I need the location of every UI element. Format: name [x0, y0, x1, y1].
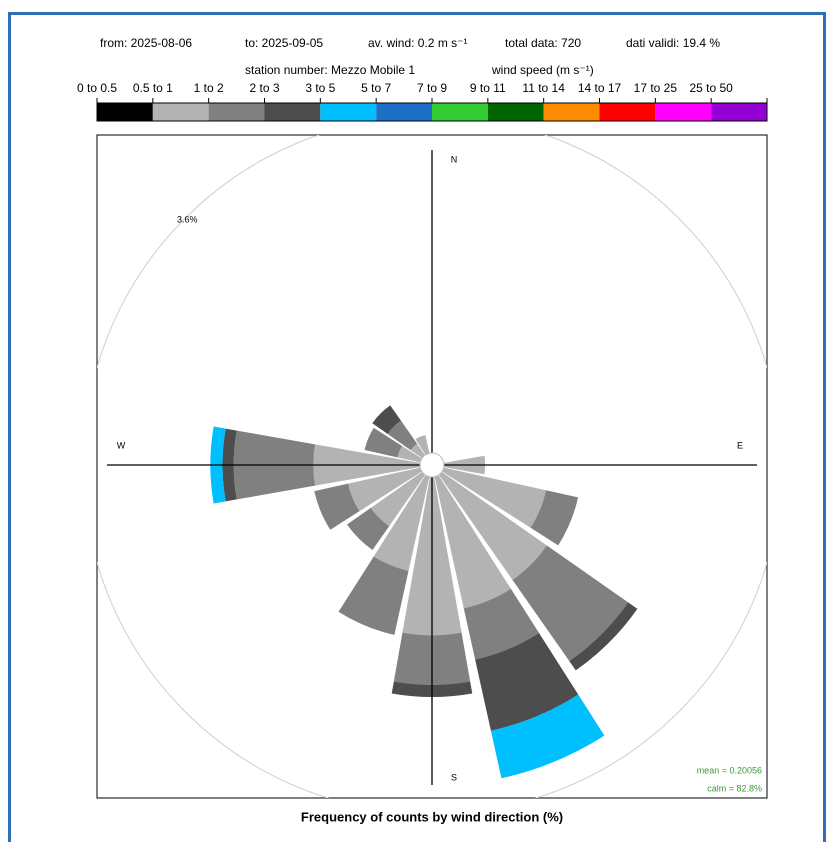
legend-title: wind speed (m s⁻¹) [491, 63, 594, 77]
footer-title: Frequency of counts by wind direction (%… [301, 809, 563, 824]
legend-swatch [488, 103, 544, 121]
header-text: to: 2025-09-05 [245, 36, 323, 50]
legend-swatch [544, 103, 600, 121]
legend-label: 17 to 25 [634, 81, 678, 95]
legend-label: 25 to 50 [689, 81, 733, 95]
annotation: calm = 82.8% [707, 783, 762, 793]
legend-swatch [600, 103, 656, 121]
legend-label: 0 to 0.5 [77, 81, 117, 95]
compass-label: W [117, 440, 126, 450]
legend-swatch [97, 103, 153, 121]
legend-label: 1 to 2 [194, 81, 224, 95]
compass-label: N [451, 154, 458, 164]
legend-label: 2 to 3 [249, 81, 279, 95]
grid-label: 3.6% [177, 215, 198, 225]
header-text: from: 2025-08-06 [100, 36, 192, 50]
legend-label: 0.5 to 1 [133, 81, 173, 95]
station-label: station number: Mezzo Mobile 1 [245, 63, 415, 77]
legend-label: 11 to 14 [522, 81, 565, 95]
calm-circle [420, 453, 444, 477]
legend-label: 14 to 17 [578, 81, 622, 95]
legend-swatch [320, 103, 376, 121]
annotation: mean = 0.20056 [697, 765, 762, 775]
legend-swatch [209, 103, 265, 121]
legend-swatch [376, 103, 432, 121]
legend-label: 3 to 5 [305, 81, 335, 95]
legend-swatch [265, 103, 321, 121]
legend-label: 9 to 11 [470, 81, 506, 95]
legend-swatch [655, 103, 711, 121]
compass-label: S [451, 772, 457, 782]
legend-swatch [153, 103, 209, 121]
compass-label: E [737, 440, 743, 450]
legend-swatch [711, 103, 767, 121]
legend-label: 5 to 7 [361, 81, 391, 95]
legend-swatch [432, 103, 488, 121]
legend-label: 7 to 9 [417, 81, 447, 95]
header-text: total data: 720 [505, 36, 581, 50]
header-text: dati validi: 19.4 % [626, 36, 720, 50]
header-text: av. wind: 0.2 m s⁻¹ [368, 36, 467, 50]
